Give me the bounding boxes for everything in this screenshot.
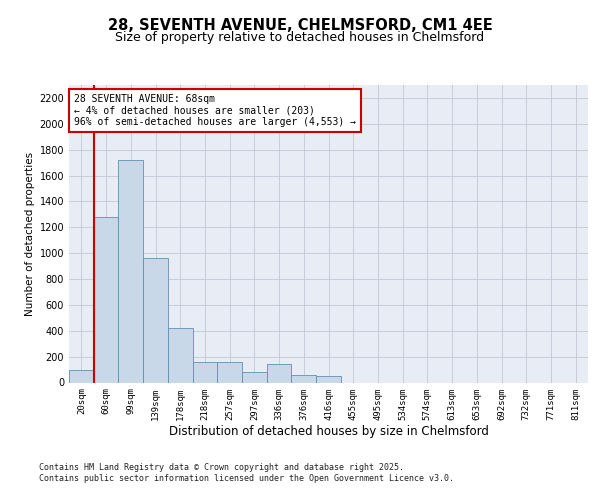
Bar	[69, 370, 94, 382]
Bar	[242, 372, 267, 382]
Text: Contains public sector information licensed under the Open Government Licence v3: Contains public sector information licen…	[39, 474, 454, 483]
Text: Contains HM Land Registry data © Crown copyright and database right 2025.: Contains HM Land Registry data © Crown c…	[39, 462, 404, 471]
Text: 28 SEVENTH AVENUE: 68sqm
← 4% of detached houses are smaller (203)
96% of semi-d: 28 SEVENTH AVENUE: 68sqm ← 4% of detache…	[74, 94, 356, 127]
Bar	[118, 160, 143, 382]
Bar	[267, 364, 292, 382]
Bar	[143, 258, 168, 382]
Bar	[168, 328, 193, 382]
Text: Size of property relative to detached houses in Chelmsford: Size of property relative to detached ho…	[115, 31, 485, 44]
Text: 28, SEVENTH AVENUE, CHELMSFORD, CM1 4EE: 28, SEVENTH AVENUE, CHELMSFORD, CM1 4EE	[107, 18, 493, 32]
Y-axis label: Number of detached properties: Number of detached properties	[25, 152, 35, 316]
Bar	[316, 376, 341, 382]
Bar	[292, 374, 316, 382]
Bar	[217, 362, 242, 382]
Bar	[193, 362, 217, 382]
Bar	[94, 217, 118, 382]
X-axis label: Distribution of detached houses by size in Chelmsford: Distribution of detached houses by size …	[169, 425, 488, 438]
